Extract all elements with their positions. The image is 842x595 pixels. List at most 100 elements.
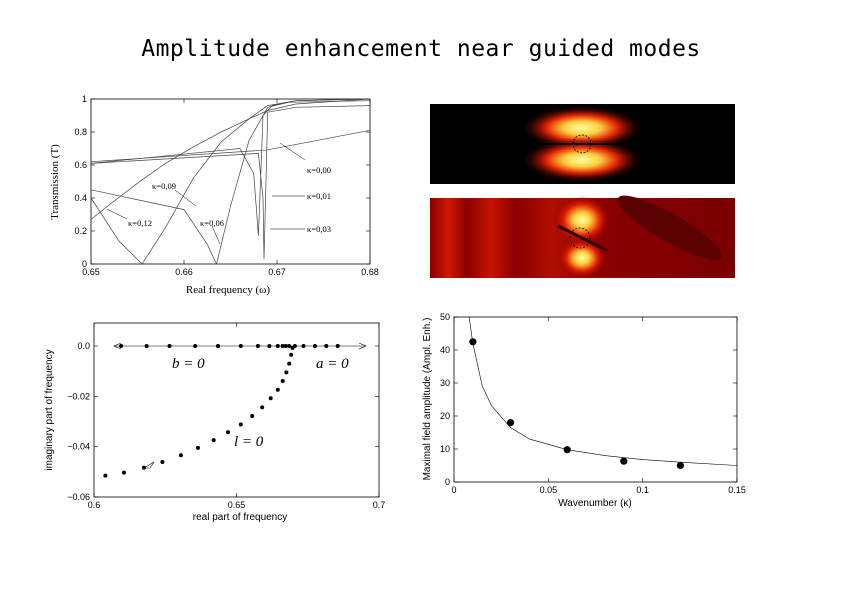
left-arrow (113, 342, 122, 350)
series-line (90, 98, 371, 266)
data-point (268, 396, 273, 401)
y-tick-label: 50 (440, 312, 450, 322)
data-point (178, 453, 183, 458)
data-point (238, 422, 243, 427)
fit-curve (468, 316, 738, 466)
axis-ticks: 0.65 0.66 0.67 0.68 1 0.8 0.6 0.4 0.2 0 (74, 94, 378, 277)
data-point (335, 344, 340, 348)
annotation-k000: κ=0,00 (279, 142, 331, 175)
x-tick-label: 0 (451, 485, 456, 495)
y-tick-label: −0.06 (67, 492, 90, 502)
annotation-b: b = 0 (172, 356, 205, 372)
y-tick-label: 0.0 (77, 341, 90, 351)
data-point (167, 344, 172, 348)
y-tick-label: 20 (440, 411, 450, 421)
axis-ticks: 0 0.05 0.1 0.15 50 40 30 20 10 0 (440, 312, 746, 495)
annotation-k003: κ=0,03 (270, 224, 331, 234)
annotation-label: κ=0,03 (307, 224, 331, 234)
data-point (676, 461, 685, 470)
field-map-upper (430, 104, 735, 184)
scatterer-outline (572, 134, 592, 154)
data-point (119, 344, 124, 348)
x-tick-label: 0.65 (228, 500, 246, 510)
x-axis-label: Real frequency (ω) (186, 284, 271, 296)
annotation-k001: κ=0,01 (272, 191, 331, 201)
y-axis-label: Transmission (T) (49, 144, 61, 220)
annotation-k009: κ=0,09 (152, 181, 197, 207)
right-arrow (358, 342, 367, 350)
data-point (144, 344, 149, 348)
y-tick-label: 0.2 (74, 226, 87, 236)
data-point (250, 414, 255, 418)
y-tick-label: 0.4 (74, 193, 87, 203)
data-point (216, 344, 220, 348)
data-point (283, 344, 288, 348)
annotation-k006: κ=0,06 (200, 218, 224, 245)
data-point (289, 352, 294, 357)
y-tick-label: −0.04 (67, 442, 90, 452)
x-tick-label: 0.05 (540, 485, 558, 495)
annotation-a: a = 0 (316, 356, 349, 372)
data-point (103, 473, 108, 478)
data-point (287, 344, 292, 348)
annotation-k012: κ=0,12 (106, 208, 152, 228)
y-axis-label: Maximal field amplitude (Ampl. Enh.) (422, 318, 433, 481)
y-tick-label: 30 (440, 378, 450, 388)
data-point (260, 405, 265, 410)
lower-lobe (522, 138, 642, 182)
series-lines (90, 98, 371, 266)
data-point (280, 344, 285, 348)
upper-lobe (522, 106, 642, 150)
data-points (469, 338, 685, 470)
data-point (469, 338, 477, 346)
x-tick-label: 0.6 (88, 500, 101, 510)
data-point (121, 470, 126, 475)
field-map-lower (430, 195, 735, 278)
y-tick-label: 0 (82, 259, 87, 269)
series-points (103, 344, 340, 478)
data-point (238, 344, 243, 348)
data-point (160, 460, 165, 464)
data-point (275, 344, 280, 348)
data-point (301, 344, 306, 348)
plot-frame (90, 98, 371, 265)
data-point (196, 445, 200, 450)
series-line (90, 105, 371, 260)
data-point (193, 344, 198, 348)
y-tick-label: 10 (440, 444, 450, 454)
data-point (620, 457, 628, 465)
annotation-label: κ=0,00 (307, 165, 331, 175)
data-point (324, 344, 329, 348)
annotation-label: κ=0,12 (128, 218, 152, 228)
data-point (255, 344, 260, 348)
data-point (287, 361, 292, 366)
data-point (312, 344, 317, 348)
data-point (267, 344, 272, 348)
x-tick-label: 0.66 (175, 267, 193, 277)
scatterer-outline (569, 227, 591, 249)
y-tick-label: 40 (440, 345, 450, 355)
x-tick-label: 0.65 (82, 267, 100, 277)
data-point (226, 430, 230, 435)
y-tick-label: 0.8 (74, 127, 87, 137)
y-tick-label: 0 (445, 477, 450, 487)
x-tick-label: 0.15 (728, 485, 746, 495)
data-point (141, 465, 146, 470)
data-point (284, 370, 289, 375)
y-tick-label: −0.02 (67, 391, 90, 401)
data-point (290, 346, 295, 350)
annotation-label: κ=0,09 (152, 181, 176, 191)
series-line (90, 129, 371, 163)
data-point (280, 379, 285, 383)
l-arrow (143, 461, 155, 469)
data-point (563, 446, 571, 454)
series-line (90, 98, 371, 220)
x-axis-label: Wavenumber (κ) (558, 498, 632, 509)
data-point (275, 387, 280, 392)
lower-lobe (558, 238, 606, 278)
plot-frame (453, 316, 738, 483)
x-tick-label: 0.68 (361, 267, 379, 277)
